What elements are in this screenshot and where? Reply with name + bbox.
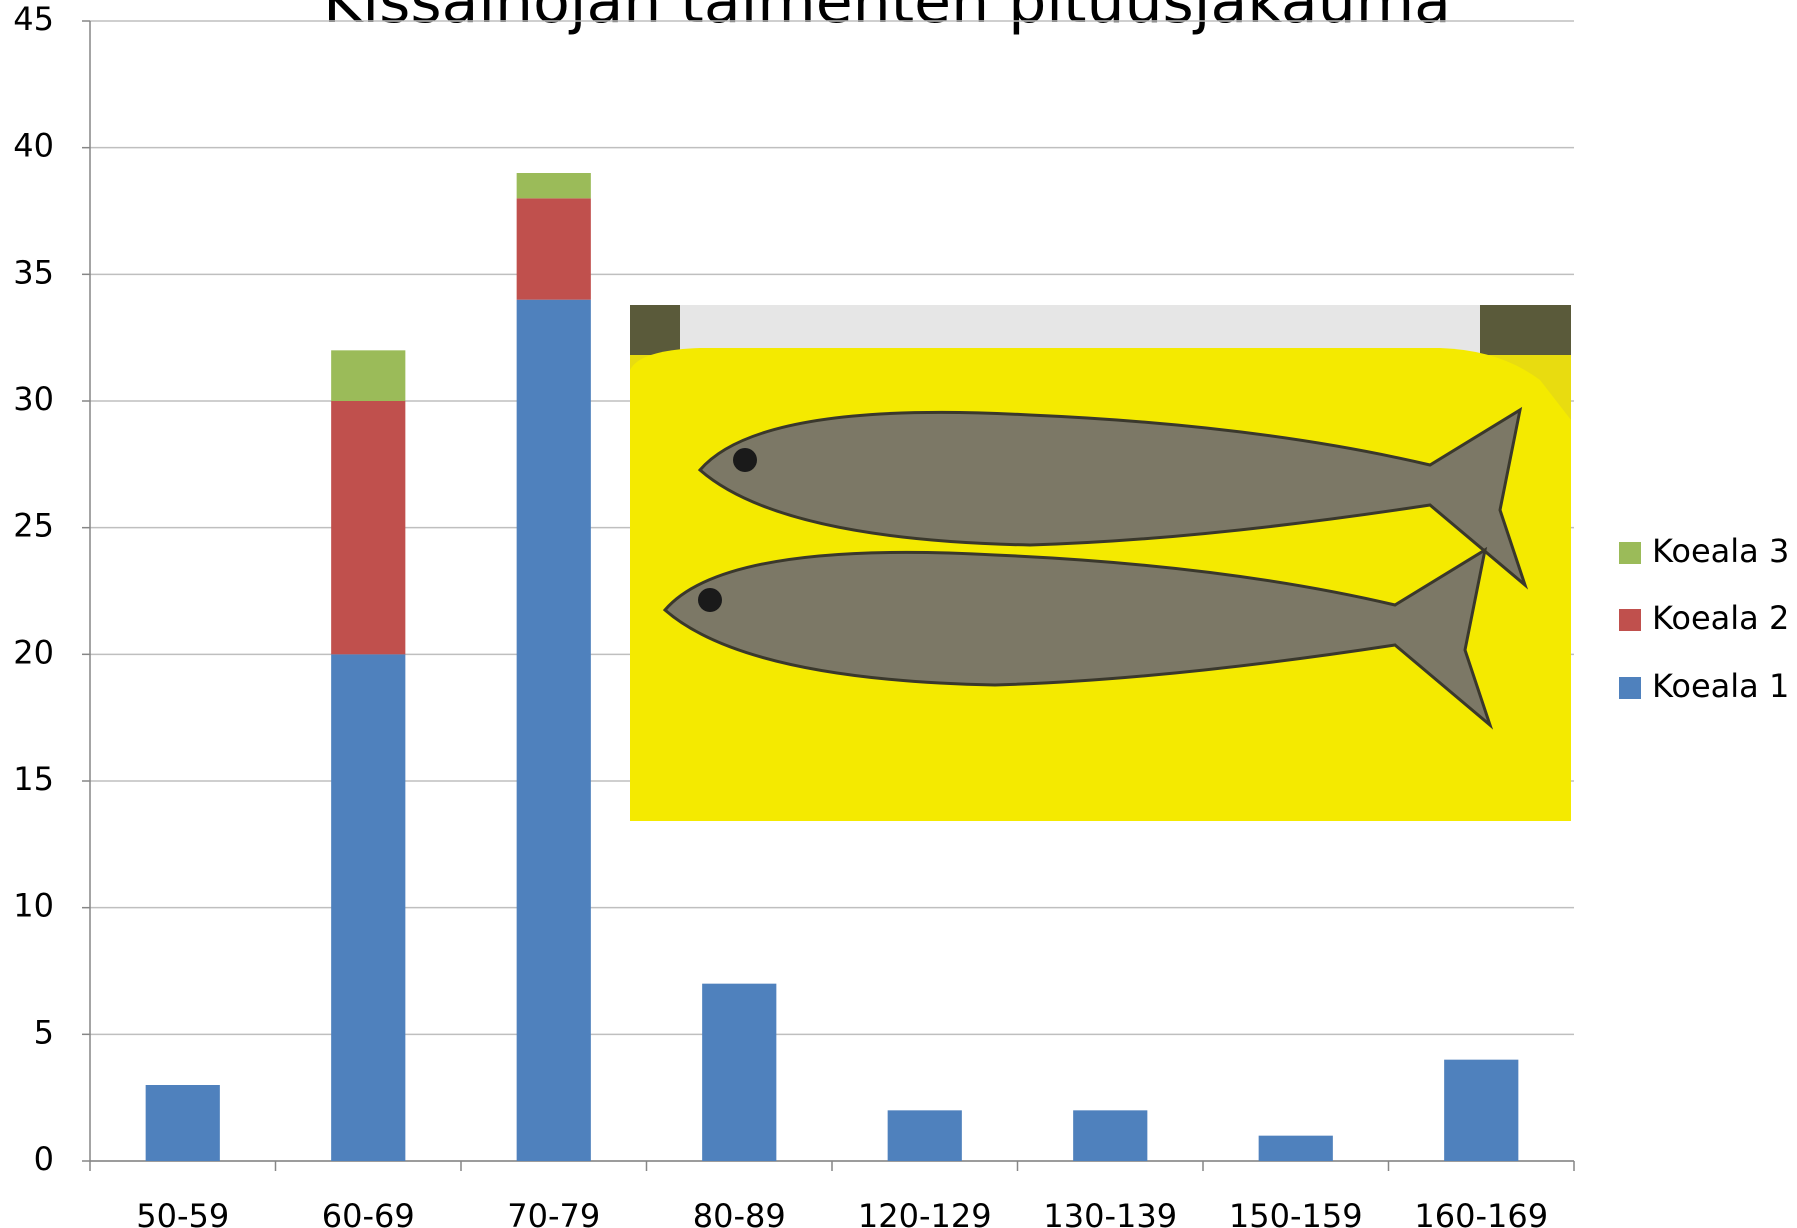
legend-label: Koeala 1 <box>1652 667 1789 705</box>
x-tick-label: 60-69 <box>322 1197 415 1228</box>
x-tick-label: 160-169 <box>1414 1197 1548 1228</box>
fish <box>697 406 1529 590</box>
y-tick-label: 20 <box>13 633 54 671</box>
x-tick-label: 70-79 <box>507 1197 600 1228</box>
legend-swatch <box>1619 542 1641 564</box>
x-tick-label: 80-89 <box>693 1197 786 1228</box>
y-tick-label: 10 <box>13 887 54 925</box>
y-tick-label: 30 <box>13 380 54 418</box>
bar-segment <box>516 173 591 199</box>
y-tick-label: 35 <box>13 253 54 291</box>
photo <box>630 305 1571 821</box>
x-tick-label: 50-59 <box>136 1197 229 1228</box>
y-tick-label: 15 <box>13 760 54 798</box>
bar-segment <box>1444 1059 1519 1161</box>
fish-eye <box>698 588 722 612</box>
legend-swatch <box>1619 609 1641 631</box>
bar-segment <box>516 299 591 1162</box>
chart-title: Kissainojan taimenten pituusjakauma <box>323 0 1451 37</box>
x-tick-label: 150-159 <box>1229 1197 1363 1228</box>
x-tick-label: 120-129 <box>858 1197 992 1228</box>
bar-segment <box>516 198 591 300</box>
bar-segment <box>702 983 777 1161</box>
y-tick-label: 5 <box>34 1013 54 1051</box>
y-tick-label: 25 <box>13 507 54 545</box>
bar-segment <box>887 1110 962 1161</box>
fish <box>662 546 1494 730</box>
legend-label: Koeala 3 <box>1652 532 1789 570</box>
y-tick-label: 0 <box>34 1140 54 1178</box>
bar-segment <box>1073 1110 1148 1161</box>
legend-label: Koeala 2 <box>1652 599 1789 637</box>
y-tick-label: 40 <box>13 127 54 165</box>
legend-swatch <box>1619 677 1641 699</box>
bar-segment <box>331 654 406 1161</box>
x-tick-label: 130-139 <box>1043 1197 1177 1228</box>
bar-segment <box>1258 1135 1333 1161</box>
y-tick-label: 45 <box>13 0 54 38</box>
photo-paper <box>680 305 1480 355</box>
bar-segment <box>145 1085 220 1161</box>
bar-segment <box>331 350 406 401</box>
fish-eye <box>733 448 757 472</box>
bar-segment <box>331 401 406 655</box>
